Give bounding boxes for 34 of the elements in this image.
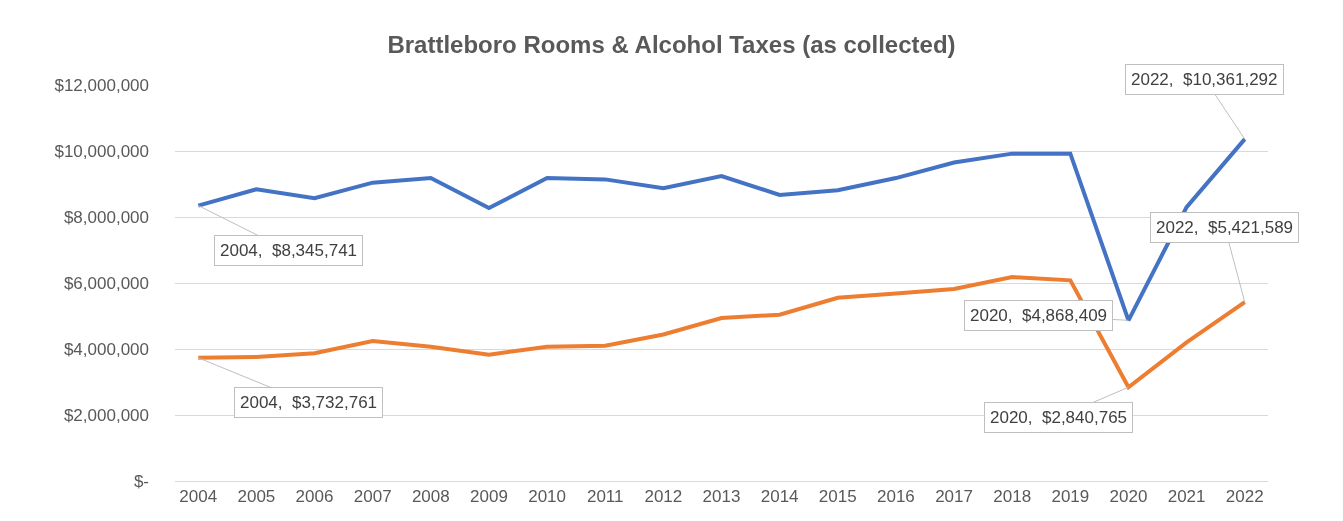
x-tick-label: 2006 xyxy=(295,487,334,507)
y-tick-label: $6,000,000 xyxy=(63,273,149,293)
x-tick-label: 2013 xyxy=(702,487,741,507)
x-tick-label: 2016 xyxy=(877,487,915,507)
x-tick-label: 2019 xyxy=(1051,487,1090,507)
y-tick-label: $10,000,000 xyxy=(54,141,149,161)
line-series xyxy=(196,275,1247,390)
x-tick-label: 2010 xyxy=(528,487,566,507)
y-tick-label: $- xyxy=(133,471,149,491)
x-tick-label: 2005 xyxy=(237,487,276,507)
x-tick-label: 2017 xyxy=(935,487,973,507)
x-tick-label: 2022 xyxy=(1225,487,1264,507)
y-tick-label: $8,000,000 xyxy=(63,207,149,227)
annotation: 2020, $2,840,765 xyxy=(990,408,1128,427)
x-tick-label: 2018 xyxy=(993,487,1032,507)
x-tick-label: 2004 xyxy=(179,487,218,507)
x-tick-label: 2015 xyxy=(818,487,857,507)
x-tick-label: 2009 xyxy=(470,487,508,507)
x-tick-label: 2012 xyxy=(644,487,683,507)
annotation: 2022, $5,421,589 xyxy=(1156,218,1294,237)
y-tick-label: $2,000,000 xyxy=(63,405,149,425)
y-tick-label: $4,000,000 xyxy=(63,339,149,359)
x-tick-label: 2008 xyxy=(411,487,450,507)
x-tick-label: 2020 xyxy=(1109,487,1148,507)
annotation: 2020, $4,868,409 xyxy=(970,306,1108,325)
chart-title: Brattleboro Rooms & Alcohol Taxes (as collected) xyxy=(387,31,956,59)
annotation: 2004, $3,732,761 xyxy=(240,393,378,412)
x-tick-label: 2021 xyxy=(1167,487,1206,507)
y-tick-label: $12,000,000 xyxy=(54,75,149,95)
annotation: 2004, $8,345,741 xyxy=(220,241,358,260)
x-tick-label: 2007 xyxy=(353,487,392,507)
x-tick-label: 2014 xyxy=(760,487,799,507)
annotation: 2022, $10,361,292 xyxy=(1131,70,1278,89)
x-tick-label: 2011 xyxy=(586,487,624,507)
